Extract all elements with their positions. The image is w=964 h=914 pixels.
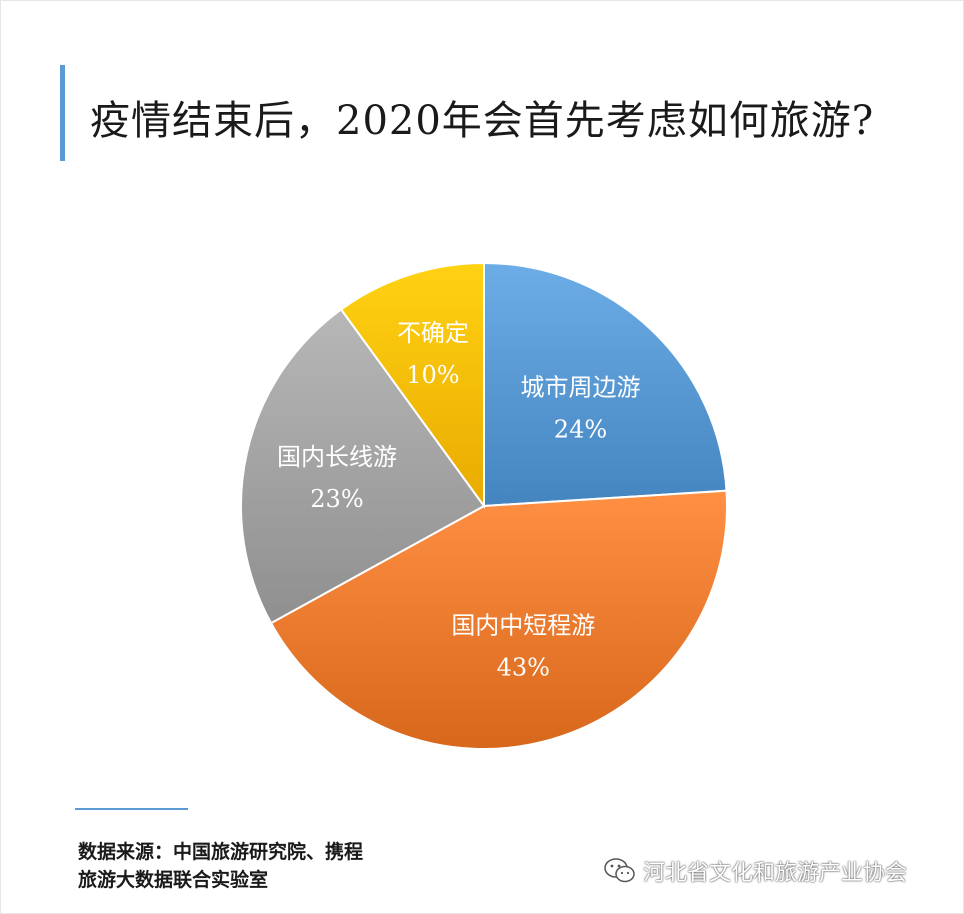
slice-value-label: 10% [406,361,459,389]
slice-category-label: 国内中短程游 [451,611,595,639]
slice-value-label: 23% [310,485,363,513]
source-note: 数据来源：中国旅游研究院、携程 旅游大数据联合实验室 [78,838,363,894]
slice-value-label: 43% [497,653,550,681]
slice-category-label: 不确定 [397,319,469,347]
slice-value-label: 24% [554,415,607,443]
source-line-1: 数据来源：中国旅游研究院、携程 [78,838,363,866]
source-divider [75,808,188,810]
watermark: 河北省文化和旅游产业协会 [603,855,907,887]
watermark-text: 河北省文化和旅游产业协会 [643,855,907,887]
slice-category-label: 城市周边游 [520,373,640,401]
wechat-icon [603,856,637,886]
slice-category-label: 国内长线游 [277,443,397,471]
source-line-2: 旅游大数据联合实验室 [78,866,363,894]
